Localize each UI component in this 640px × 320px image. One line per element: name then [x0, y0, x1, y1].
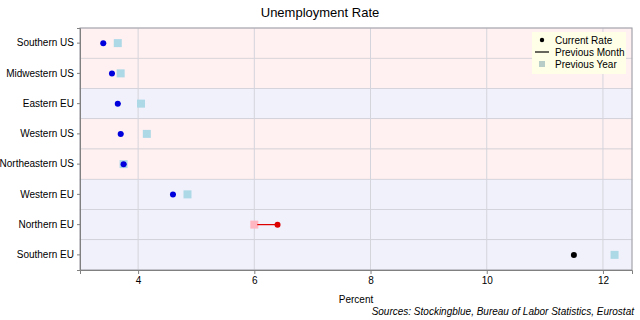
- current-dot: [170, 191, 176, 197]
- y-tick-label: Southern US: [17, 37, 75, 48]
- y-tick-mark: [77, 43, 80, 44]
- y-tick-label: Midwestern US: [6, 68, 74, 79]
- x-tick: 10: [482, 270, 494, 286]
- row-band: [80, 179, 632, 209]
- y-tick-mark: [77, 164, 80, 165]
- chart: Unemployment Rate 4 6 8 10 12 Southern US Midwe…: [0, 0, 640, 320]
- grid-line: [486, 28, 487, 270]
- row-band: [80, 89, 632, 119]
- x-tick-label: 12: [598, 275, 610, 286]
- row-band: [80, 119, 632, 149]
- x-tick: 12: [598, 270, 610, 286]
- current-dot: [115, 101, 121, 107]
- x-axis-title: Percent: [339, 294, 374, 305]
- current-marks: [100, 40, 577, 258]
- y-tick: Western EU: [20, 189, 80, 200]
- x-tick-mark: [371, 270, 372, 274]
- y-tick: Southern EU: [17, 249, 80, 260]
- current-dot: [571, 252, 577, 258]
- legend-label: Previous Month: [555, 47, 624, 58]
- legend-symbol: [539, 61, 545, 67]
- y-tick-mark: [77, 194, 80, 195]
- y-tick-mark: [77, 254, 80, 255]
- current-dot: [118, 131, 124, 137]
- x-tick-label: 4: [136, 275, 142, 286]
- y-tick-label: Western US: [20, 128, 74, 139]
- plot: 4 6 8 10 12 Southern US Midwestern US Eastern E…: [0, 28, 633, 286]
- x-tick: 6: [252, 270, 258, 286]
- y-tick-label: Northeastern US: [0, 158, 74, 169]
- x-axis: 4 6 8 10 12: [81, 270, 633, 286]
- x-tick-label: 6: [252, 275, 258, 286]
- y-tick-label: Eastern EU: [23, 98, 74, 109]
- current-dot: [109, 70, 115, 76]
- x-tick-mark: [254, 270, 255, 274]
- y-tick: Southern US: [17, 37, 80, 48]
- y-tick-mark: [77, 73, 80, 74]
- plot-frame: [80, 28, 632, 270]
- y-tick-mark: [77, 133, 80, 134]
- previous-year-square: [143, 130, 151, 138]
- previous-month-line: [257, 224, 277, 225]
- y-tick-label: Southern EU: [17, 249, 74, 260]
- x-tick-label: 10: [482, 275, 494, 286]
- grid-line: [138, 28, 139, 270]
- current-dot: [100, 40, 106, 46]
- x-tick: 4: [136, 270, 142, 286]
- y-tick-mark: [77, 224, 80, 225]
- legend-symbol: [540, 38, 544, 42]
- legend-symbol: [535, 51, 549, 52]
- x-axis-line: [81, 271, 633, 275]
- legend-label: Current Rate: [555, 35, 613, 46]
- y-tick: Western US: [20, 128, 80, 139]
- current-dot: [121, 161, 127, 167]
- annotation: Sources: Stockingblue, Bureau of Labor S…: [372, 306, 636, 317]
- title: Unemployment Rate: [261, 5, 380, 20]
- previous-month-marks: [103, 43, 574, 255]
- row-bands: [80, 28, 632, 270]
- x-tick: 8: [368, 270, 374, 286]
- grid-line: [254, 28, 255, 270]
- y-axis: Southern US Midwestern US Eastern EU Wester…: [0, 29, 81, 271]
- legend: Current RatePrevious MonthPrevious Year: [532, 32, 626, 74]
- y-tick: Northern EU: [18, 219, 80, 230]
- y-axis-line: [77, 29, 81, 271]
- row-band: [80, 240, 632, 270]
- y-tick-label: Western EU: [20, 189, 74, 200]
- y-tick: Midwestern US: [6, 68, 80, 79]
- previous-year-square: [117, 69, 125, 77]
- y-tick: Eastern EU: [23, 98, 80, 109]
- previous-year-square: [250, 221, 258, 229]
- previous-year-square: [183, 190, 191, 198]
- grid-line: [370, 28, 371, 270]
- previous-year-square: [611, 251, 619, 259]
- x-tick-mark: [487, 270, 488, 274]
- row-band: [80, 210, 632, 240]
- previous-year-square: [114, 39, 122, 47]
- y-tick-label: Northern EU: [18, 219, 74, 230]
- current-dot: [275, 222, 281, 228]
- row-band: [80, 149, 632, 179]
- previous-year-square: [137, 100, 145, 108]
- legend-label: Previous Year: [555, 59, 617, 70]
- y-tick-mark: [77, 103, 80, 104]
- y-tick: Northeastern US: [0, 158, 80, 169]
- x-tick-label: 8: [368, 275, 374, 286]
- legend-box: [532, 32, 626, 74]
- x-tick-mark: [603, 270, 604, 274]
- x-tick-mark: [138, 270, 139, 274]
- previous-year-square: [120, 160, 128, 168]
